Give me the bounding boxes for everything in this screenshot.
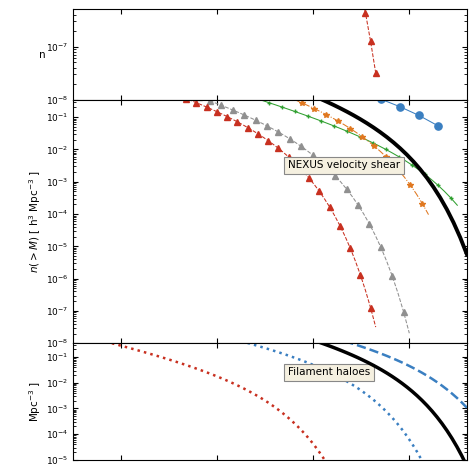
Text: Filament haloes: Filament haloes [288,367,370,377]
Y-axis label: $n(>M)$ [ h$^3$ Mpc$^{-3}$ ]: $n(>M)$ [ h$^3$ Mpc$^{-3}$ ] [27,170,43,273]
Text: NEXUS velocity shear: NEXUS velocity shear [288,160,400,170]
Y-axis label: Mpc$^{-3}$ ]: Mpc$^{-3}$ ] [27,381,44,422]
Y-axis label: n: n [39,49,46,60]
